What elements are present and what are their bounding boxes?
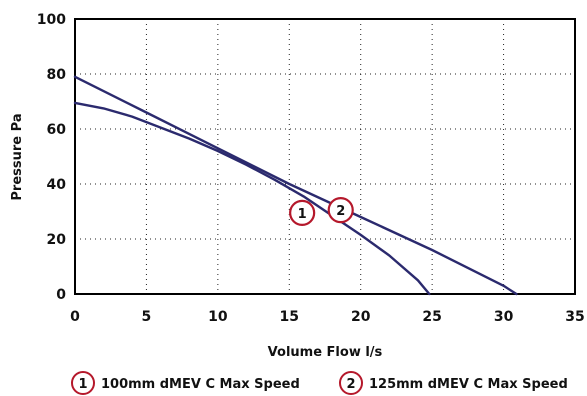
x-tick-label-0: 0 — [70, 309, 80, 325]
series-line-2 — [73, 75, 518, 296]
legend-badge-1 — [71, 371, 95, 395]
callout-badge-2 — [327, 197, 354, 224]
y-tick-label-3: 60 — [47, 122, 67, 138]
x-tick-label-3: 15 — [280, 309, 299, 325]
legend: 1 100mm dMEV C Max Speed 2 125mm dMEV C … — [71, 371, 568, 395]
x-tick-label-2: 10 — [208, 309, 228, 325]
y-tick-label-5: 100 — [37, 12, 66, 28]
legend-badge-2-label: 2 — [346, 377, 355, 392]
x-tick-label-7: 35 — [565, 309, 584, 325]
y-tick-label-0: 0 — [56, 287, 66, 303]
plot-frame — [74, 18, 576, 295]
x-axis-ticks: 0 5 10 15 20 25 30 35 — [70, 309, 585, 325]
x-tick-label-5: 25 — [422, 309, 441, 325]
grid-lines — [75, 19, 575, 294]
y-tick-label-2: 40 — [47, 177, 67, 193]
callout-badge-1 — [289, 199, 316, 226]
callout-label-2: 2 — [336, 204, 345, 219]
series-line-1 — [73, 101, 431, 296]
x-tick-label-4: 20 — [351, 309, 371, 325]
legend-badge-2 — [339, 371, 363, 395]
y-axis-ticks: 0 20 40 60 80 100 — [37, 12, 66, 303]
legend-label-2: 125mm dMEV C Max Speed — [369, 377, 568, 392]
y-axis-title: Pressure Pa — [10, 113, 25, 200]
legend-item-1: 1 100mm dMEV C Max Speed — [71, 371, 300, 395]
x-tick-label-6: 30 — [494, 309, 514, 325]
x-axis-title: Volume Flow l/s — [268, 345, 383, 360]
y-tick-label-1: 20 — [47, 232, 67, 248]
legend-badge-1-label: 1 — [78, 377, 87, 392]
legend-item-2: 2 125mm dMEV C Max Speed — [339, 371, 568, 395]
y-tick-label-4: 80 — [47, 67, 67, 83]
series-lines — [73, 75, 518, 296]
callout-label-1: 1 — [298, 207, 307, 222]
legend-label-1: 100mm dMEV C Max Speed — [101, 377, 300, 392]
x-tick-label-1: 5 — [142, 309, 152, 325]
